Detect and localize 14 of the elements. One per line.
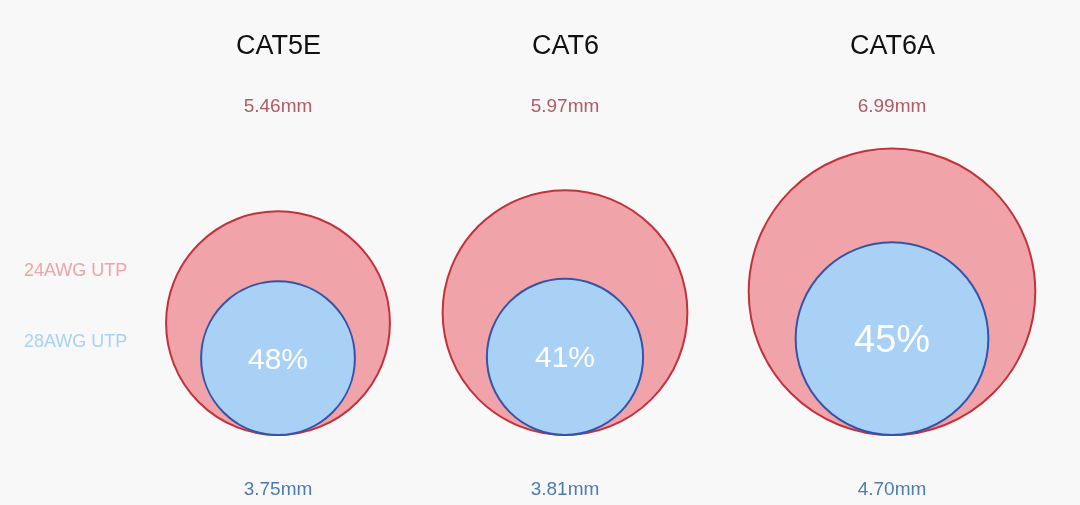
data-label: 3.81mm (530, 477, 600, 499)
text: 45% (854, 318, 931, 360)
legend-label: 28AWG UTP (24, 331, 128, 351)
category-label: CAT6 (532, 30, 600, 60)
text: 48% (248, 342, 309, 375)
legend-label: 24AWG UTP (24, 260, 128, 280)
data-label: 6.99mm (857, 94, 927, 116)
data-label: 3.75mm (243, 477, 313, 499)
text: 41% (535, 340, 596, 373)
data-label: 5.97mm (530, 94, 600, 116)
data-label: 4.70mm (857, 477, 927, 499)
data-label: 5.46mm (243, 94, 313, 116)
category-label: CAT5E (236, 30, 322, 60)
category-label: CAT6A (850, 30, 936, 60)
